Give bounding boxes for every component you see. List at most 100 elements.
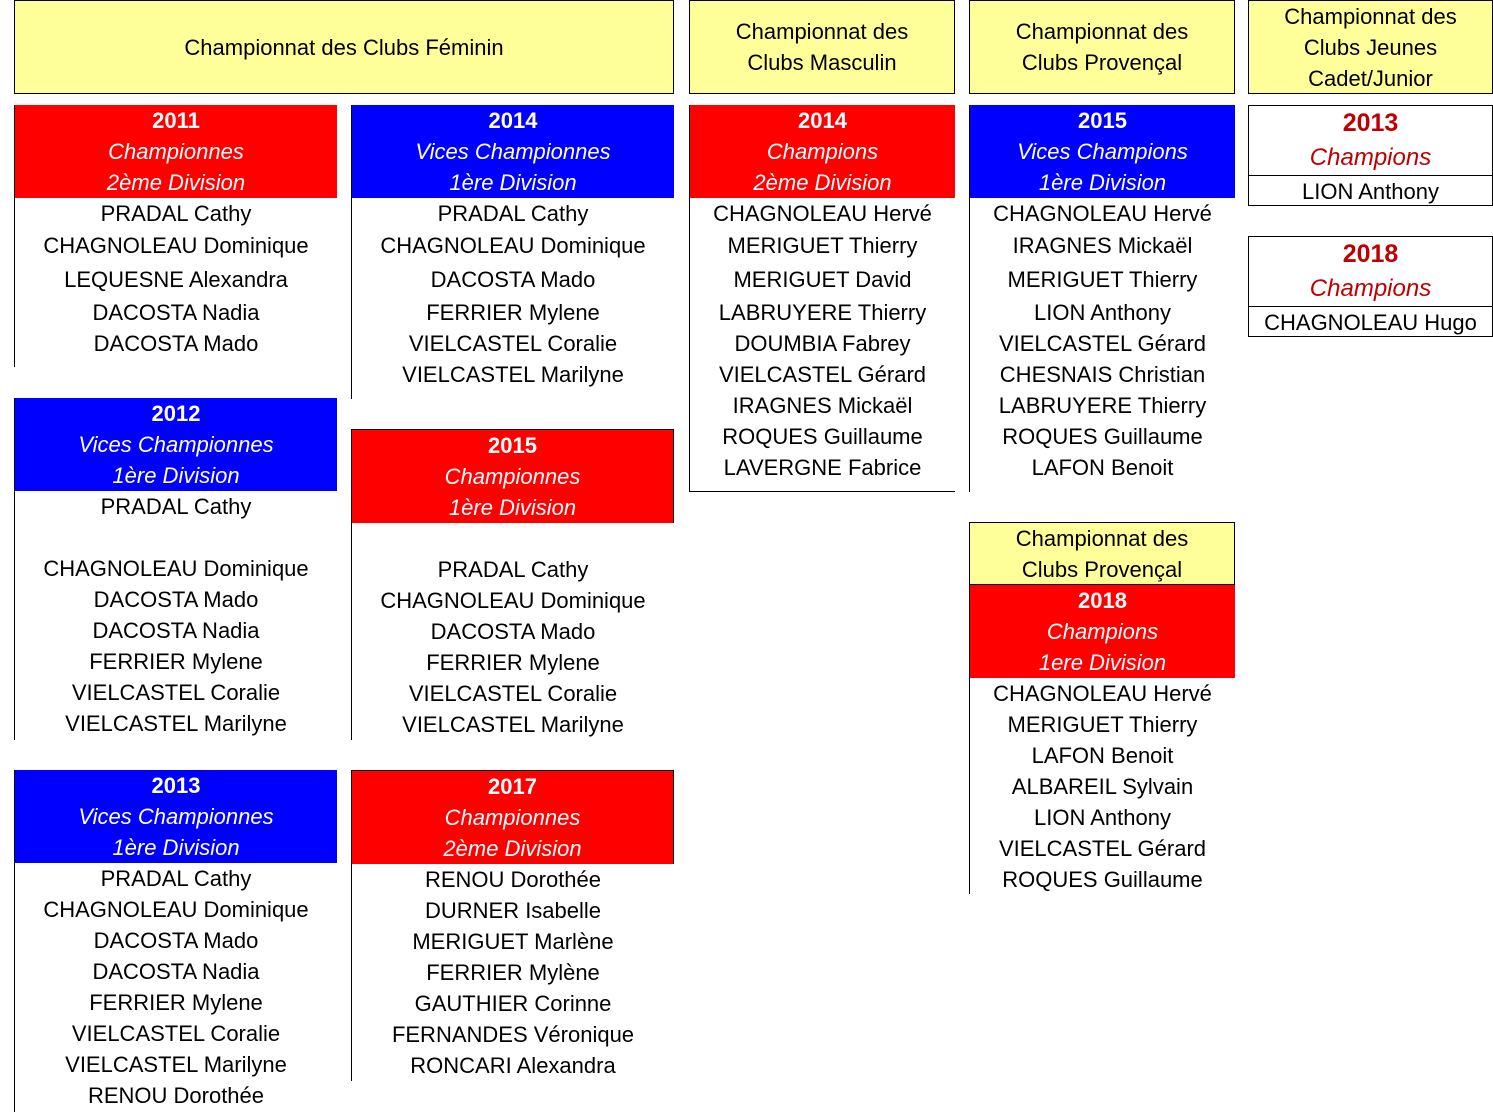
card-band: 2013 Vices Championnes 1ère Division — [15, 770, 337, 863]
card-division: 2ème Division — [753, 170, 892, 195]
member-name: DACOSTA Nadia — [92, 300, 260, 325]
member-name: GAUTHIER Corinne — [414, 991, 612, 1016]
card-feminin-2017: 2017 Championnes 2ème Division RENOU Dor… — [351, 770, 674, 1081]
member-list: PRADAL Cathy CHAGNOLEAU Dominique DACOST… — [352, 198, 674, 390]
member-name: MERIGUET Thierry — [1007, 267, 1198, 292]
member-list: CHAGNOLEAU Hervé MERIGUET Thierry LAFON … — [970, 678, 1235, 895]
member-name: VIELCASTEL Coralie — [408, 681, 618, 706]
member-name: DACOSTA Mado — [93, 331, 259, 356]
member-name: DACOSTA Nadia — [92, 959, 260, 984]
member-name: VIELCASTEL Coralie — [71, 1021, 281, 1046]
header-feminin: Championnat des Clubs Féminin — [14, 0, 674, 94]
member-name: LABRUYERE Thierry — [998, 393, 1207, 418]
card-year: 2013 — [1342, 109, 1399, 137]
card-division: 2ème Division — [106, 170, 246, 195]
member-name: CHAGNOLEAU Hugo — [1264, 310, 1477, 335]
card-year: 2018 — [1342, 240, 1399, 268]
card-band: 2015 Championnes 1ère Division — [352, 429, 674, 523]
member-name: DACOSTA Nadia — [92, 618, 260, 643]
member-name: DOUMBIA Fabrey — [734, 331, 911, 356]
member-list: CHAGNOLEAU Hervé MERIGUET Thierry MERIGU… — [690, 198, 955, 483]
member-name: CHAGNOLEAU Dominique — [43, 233, 309, 258]
member-name: FERRIER Mylene — [89, 649, 263, 674]
card-band: 2011 Championnes 2ème Division — [15, 105, 337, 198]
card-division: 1ère Division — [449, 170, 577, 195]
member-name: MERIGUET Thierry — [727, 233, 918, 258]
member-name: FERNANDES Véronique — [391, 1022, 635, 1047]
member-name: LABRUYERE Thierry — [718, 300, 927, 325]
member-name: ALBAREIL Sylvain — [1011, 774, 1194, 799]
card-title: Championnes — [444, 464, 581, 489]
header-provencal-2018: Championnat des Clubs Provençal — [969, 522, 1235, 585]
card-feminin-2012: 2012 Vices Championnes 1ère Division PRA… — [14, 398, 337, 740]
member-name: CHAGNOLEAU Hervé — [713, 201, 932, 226]
card-band: 2013 Champions — [1249, 106, 1492, 175]
card-year: 2011 — [152, 108, 200, 133]
card-band: 2017 Championnes 2ème Division — [352, 770, 674, 864]
member-name: PRADAL Cathy — [437, 201, 589, 226]
member-name: IRAGNES Mickaël — [1012, 233, 1193, 258]
card-masculin-2014: 2014 Champions 2ème Division CHAGNOLEAU … — [689, 105, 955, 492]
card-title: Champions — [1309, 275, 1432, 302]
member-name: MERIGUET Marlène — [412, 929, 614, 954]
card-title: Vices Championnes — [78, 804, 274, 829]
member-name: ROQUES Guillaume — [1002, 867, 1203, 892]
card-title: Vices Championnes — [415, 139, 611, 164]
member-name: RONCARI Alexandra — [410, 1053, 616, 1078]
member-name: FERRIER Mylene — [89, 990, 263, 1015]
card-division: 2ème Division — [443, 836, 582, 861]
card-provencal-2015: 2015 Vices Champions 1ère Division CHAGN… — [969, 105, 1235, 492]
member-name: DACOSTA Mado — [93, 587, 259, 612]
card-year: 2012 — [151, 401, 201, 426]
member-name: LAVERGNE Fabrice — [723, 455, 922, 480]
card-year: 2015 — [488, 433, 537, 458]
member-spacer — [352, 523, 674, 554]
member-name: CHAGNOLEAU Dominique — [380, 233, 646, 258]
member-name: LAFON Benoit — [1031, 743, 1174, 768]
card-feminin-2014: 2014 Vices Championnes 1ère Division PRA… — [351, 105, 674, 399]
member-list: PRADAL Cathy CHAGNOLEAU Dominique DACOST… — [15, 491, 337, 739]
card-band: 2012 Vices Championnes 1ère Division — [15, 398, 337, 491]
card-title: Champions — [766, 139, 879, 164]
card-feminin-2011: 2011 Championnes 2ème Division PRADAL Ca… — [14, 105, 337, 367]
header-provencal: Championnat des Clubs Provençal — [969, 0, 1235, 94]
member-name: CHAGNOLEAU Dominique — [380, 588, 646, 613]
card-division: 1ère Division — [112, 835, 240, 860]
member-name: PRADAL Cathy — [100, 201, 252, 226]
member-name: VIELCASTEL Marilyne — [402, 362, 624, 387]
card-band: 2014 Vices Championnes 1ère Division — [352, 105, 674, 198]
card-jeunes-2018: 2018 Champions CHAGNOLEAU Hugo — [1248, 236, 1493, 337]
member-name: VIELCASTEL Marilyne — [402, 712, 624, 737]
member-name: MERIGUET Thierry — [1007, 712, 1198, 737]
member-spacer — [15, 522, 337, 553]
member-name: CHAGNOLEAU Hervé — [993, 201, 1212, 226]
member-name: CHAGNOLEAU Dominique — [43, 556, 309, 581]
member-name: IRAGNES Mickaël — [732, 393, 913, 418]
card-title: Vices Champions — [1017, 139, 1188, 164]
card-title: Vices Championnes — [78, 432, 274, 457]
member-list: RENOU Dorothée DURNER Isabelle MERIGUET … — [352, 864, 674, 1081]
member-name: PRADAL Cathy — [100, 866, 252, 891]
member-name: VIELCASTEL Coralie — [408, 331, 618, 356]
member-name: VIELCASTEL Gérard — [718, 362, 927, 387]
card-title: Champions — [1046, 619, 1159, 644]
member-name: PRADAL Cathy — [100, 494, 252, 519]
card-division: 1ère Division — [112, 463, 240, 488]
member-name: VIELCASTEL Gérard — [998, 331, 1207, 356]
member-name: LION Anthony — [1034, 805, 1171, 830]
member-name: MERIGUET David — [733, 267, 912, 292]
member-name: VIELCASTEL Gérard — [998, 836, 1207, 861]
member-list: PRADAL Cathy CHAGNOLEAU Dominique DACOST… — [15, 863, 337, 1111]
card-band: 2018 Champions 1ere Division — [970, 585, 1235, 678]
member-name: LION Anthony — [1302, 179, 1439, 204]
card-division: 1ère Division — [1038, 170, 1167, 195]
card-feminin-2015: 2015 Championnes 1ère Division PRADAL Ca… — [351, 429, 674, 740]
member-name: FERRIER Mylene — [426, 300, 600, 325]
member-name: RENOU Dorothée — [87, 1083, 265, 1108]
card-year: 2013 — [151, 773, 201, 798]
member-list: PRADAL Cathy CHAGNOLEAU Dominique DACOST… — [352, 523, 674, 740]
card-provencal-2018: 2018 Champions 1ere Division CHAGNOLEAU … — [969, 585, 1235, 894]
member-name: LAFON Benoit — [1031, 455, 1174, 480]
header-masculin: Championnat des Clubs Masculin — [689, 0, 955, 94]
member-name: LION Anthony — [1034, 300, 1171, 325]
